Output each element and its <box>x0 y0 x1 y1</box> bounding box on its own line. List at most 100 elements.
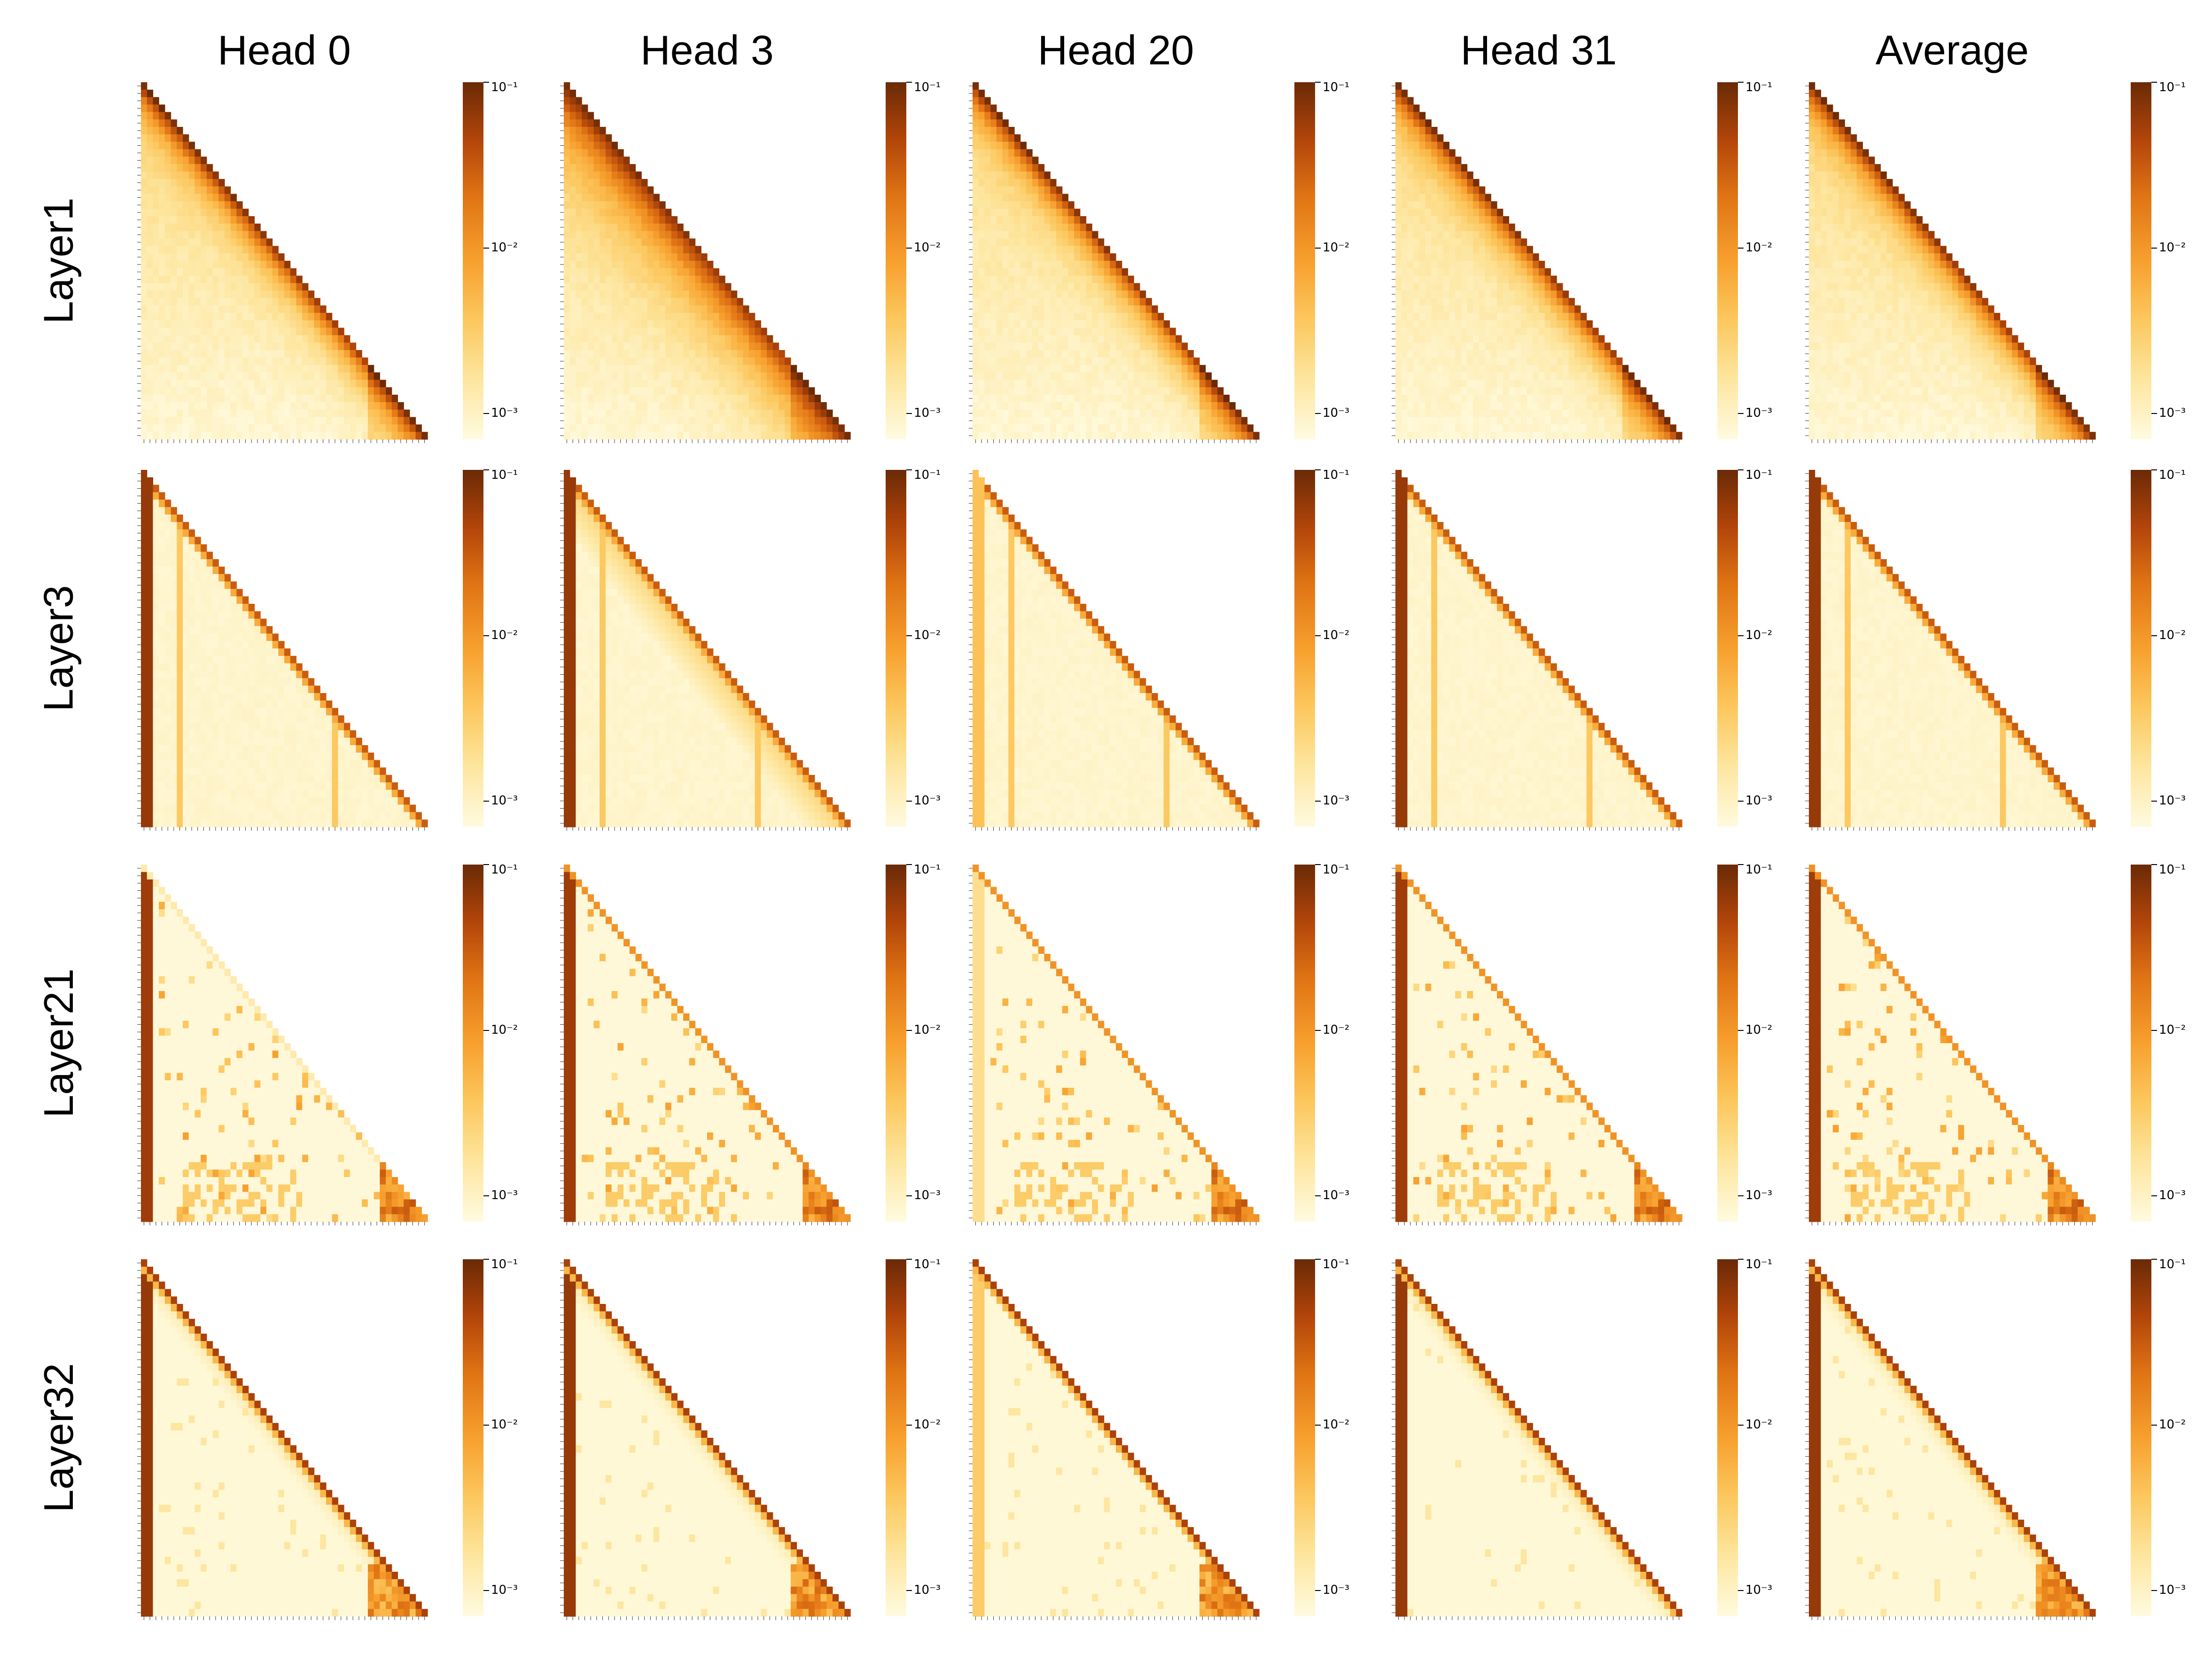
heatmap-cell <box>1467 305 1473 313</box>
heatmap-cell <box>671 261 678 268</box>
heatmap-cell <box>1008 373 1014 380</box>
heatmap-cell <box>588 343 594 350</box>
heatmap-cell <box>1003 424 1009 432</box>
heatmap-cell <box>636 224 642 231</box>
heatmap-cell <box>594 373 600 380</box>
heatmap-cell <box>218 343 225 350</box>
heatmap-cell <box>296 320 302 328</box>
heatmap-cell <box>242 410 249 417</box>
heatmap-cell <box>815 402 821 410</box>
heatmap-cell <box>1443 373 1449 380</box>
heatmap-cell <box>1158 335 1164 343</box>
heatmap-cell <box>1616 395 1622 402</box>
heatmap-cell <box>171 209 177 216</box>
heatmap-cell <box>1652 417 1658 425</box>
heatmap-cell <box>171 365 177 373</box>
heatmap-cell <box>1176 358 1182 365</box>
heatmap-cell <box>564 432 570 439</box>
heatmap-cell <box>1169 380 1176 387</box>
heatmap-cell <box>802 380 809 387</box>
heatmap-cell <box>984 253 990 261</box>
heatmap-cell <box>1473 194 1479 202</box>
heatmap-cell <box>997 231 1003 239</box>
heatmap-cell <box>1080 268 1086 276</box>
heatmap-cell <box>1587 424 1593 432</box>
heatmap-cell <box>362 365 368 373</box>
heatmap-cell <box>236 231 242 239</box>
heatmap-cell <box>1003 164 1009 172</box>
heatmap-cell <box>1152 335 1158 343</box>
heatmap-cell <box>386 395 392 402</box>
heatmap-cell <box>1003 231 1009 239</box>
heatmap-cell <box>1104 417 1110 425</box>
heatmap-cell <box>201 201 207 209</box>
heatmap-cell <box>671 358 678 365</box>
heatmap-cell <box>1402 328 1408 335</box>
heatmap-cell <box>171 172 177 179</box>
heatmap-cell <box>1116 380 1122 387</box>
heatmap-cell <box>979 424 985 432</box>
heatmap-cell <box>1592 424 1598 432</box>
heatmap-cell <box>249 261 255 268</box>
heatmap-cell <box>1563 387 1569 395</box>
heatmap-cell <box>654 417 660 425</box>
heatmap-cell <box>647 380 654 387</box>
heatmap-cell <box>1008 283 1014 291</box>
heatmap-cell <box>683 313 689 320</box>
heatmap-cell <box>171 239 177 246</box>
heatmap-cell <box>177 365 183 373</box>
heatmap-cell <box>990 231 997 239</box>
heatmap-cell <box>213 253 219 261</box>
heatmap-cell <box>1074 380 1080 387</box>
heatmap-cell <box>749 410 755 417</box>
heatmap-cell <box>1592 335 1598 343</box>
heatmap-cell <box>1003 298 1009 305</box>
heatmap-cell <box>1569 424 1575 432</box>
heatmap-cell <box>570 179 576 187</box>
heatmap-cell <box>147 239 153 246</box>
heatmap-cell <box>260 283 266 291</box>
heatmap-cell <box>1026 432 1032 439</box>
heatmap-cell <box>564 387 570 395</box>
heatmap-cell <box>201 261 207 268</box>
heatmap-cell <box>1122 343 1128 350</box>
heatmap-cell <box>183 134 189 142</box>
heatmap-cell <box>1545 417 1551 425</box>
heatmap-cell <box>302 373 308 380</box>
heatmap-cell <box>984 276 990 283</box>
heatmap-cell <box>1431 365 1437 373</box>
heatmap-cell <box>1461 179 1467 187</box>
heatmap-cell <box>582 119 588 127</box>
colorbar-gradient <box>886 82 906 439</box>
heatmap-cell <box>1497 305 1503 313</box>
heatmap-cell <box>1158 320 1164 328</box>
heatmap-cell <box>1032 432 1038 439</box>
heatmap-cell <box>1419 395 1425 402</box>
heatmap-cell <box>326 365 332 373</box>
heatmap-cell <box>997 112 1003 119</box>
heatmap-cell <box>273 417 279 425</box>
heatmap-cell <box>141 410 147 417</box>
heatmap-cell <box>695 261 701 268</box>
heatmap-cell <box>1044 335 1051 343</box>
heatmap-cell <box>725 335 731 343</box>
heatmap-cell <box>600 402 606 410</box>
heatmap-cell <box>1467 283 1473 291</box>
heatmap-cell <box>1485 231 1491 239</box>
heatmap-cell <box>1044 365 1051 373</box>
heatmap-cell <box>1134 350 1140 358</box>
heatmap-cell <box>254 358 260 365</box>
heatmap-cell <box>189 335 195 343</box>
heatmap-cell <box>701 417 707 425</box>
heatmap-cell <box>755 343 761 350</box>
heatmap-cell <box>284 365 290 373</box>
heatmap-cell <box>290 305 296 313</box>
heatmap-cell <box>249 373 255 380</box>
heatmap-cell <box>165 268 171 276</box>
heatmap-cell <box>1622 380 1628 387</box>
heatmap-cell <box>1425 231 1432 239</box>
heatmap-cell <box>612 402 618 410</box>
heatmap-cell <box>1074 328 1080 335</box>
heatmap-cell <box>576 97 582 105</box>
heatmap-cell <box>177 387 183 395</box>
